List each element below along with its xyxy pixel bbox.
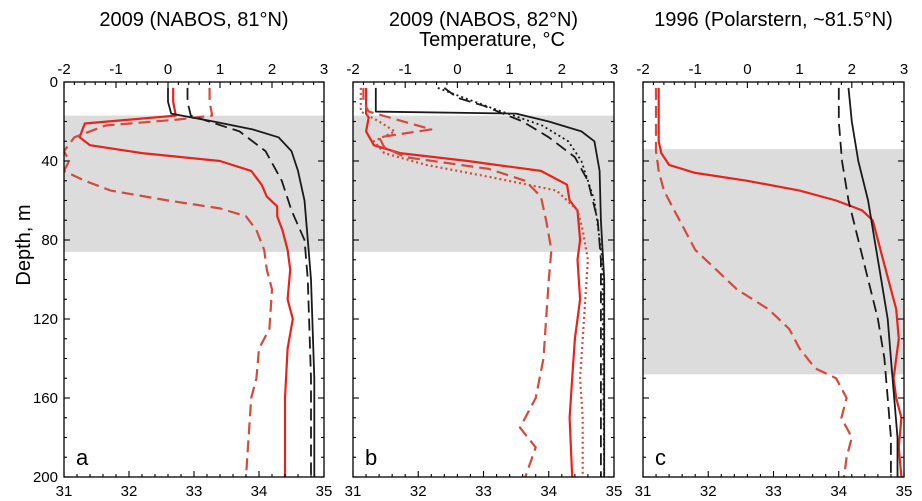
salinity-tick-label: 33 [475, 483, 492, 500]
temperature-tick-label: 2 [268, 61, 276, 78]
salinity-tick-label: 32 [410, 483, 427, 500]
salinity-tick-label: 35 [316, 483, 333, 500]
temperature-dashed-profile-a-1 [64, 87, 274, 477]
shaded-layer [353, 115, 614, 252]
salinity-solid-profile-a-2 [167, 87, 316, 477]
temperature-tick-label: 0 [164, 61, 172, 78]
curves [64, 87, 316, 477]
salinity-tick-label: 34 [251, 483, 268, 500]
shaded-layer [643, 149, 904, 375]
depth-tick-label: 120 [33, 311, 58, 328]
depth-tick-label: 200 [33, 469, 58, 486]
panel-title-b: 2009 (NABOS, 82°N) [389, 9, 578, 31]
temperature-tick-label: 2 [558, 61, 566, 78]
temperature-solid-profile-c-0 [657, 87, 903, 477]
temperature-tick-label: -2 [636, 61, 649, 78]
panel-title-c: 1996 (Polarstern, ~81.5°N) [654, 9, 893, 31]
temperature-tick-label: 3 [900, 61, 908, 78]
salinity-tick-label: 31 [345, 483, 362, 500]
top-axis-label: Temperature, °C [419, 29, 565, 51]
curves [654, 87, 903, 477]
panel-letter-b: b [365, 445, 377, 470]
temperature-solid-profile-a-0 [78, 87, 294, 477]
salinity-tick-label: 33 [765, 483, 782, 500]
salinity-tick-label: 35 [896, 483, 913, 500]
temperature-dashed-profile-c-1 [654, 87, 853, 477]
salinity-tick-label: 33 [186, 483, 203, 500]
temperature-tick-label: 1 [795, 61, 803, 78]
temperature-solid-profile-b-0 [365, 87, 582, 477]
salinity-tick-label: 31 [635, 483, 652, 500]
temperature-tick-label: -1 [399, 61, 412, 78]
salinity-tick-label: 32 [700, 483, 717, 500]
depth-tick-label: 40 [41, 153, 58, 170]
curves [359, 87, 606, 477]
panel-c: -2 -1 0 1 2 3 31 32 33 34 35 1996 (Polarstern, ~81.… [635, 9, 913, 500]
temperature-tick-label: -2 [57, 61, 70, 78]
temperature-tick-label: 2 [848, 61, 856, 78]
temperature-tick-label: 3 [610, 61, 618, 78]
depth-tick-label: 0 [50, 74, 58, 91]
temperature-tick-label: -1 [689, 61, 702, 78]
shaded-layer [64, 115, 324, 252]
panel-letter-a: a [76, 445, 89, 470]
salinity-tick-label: 34 [830, 483, 847, 500]
temperature-tick-label: -1 [109, 61, 122, 78]
panel-b: -2 -1 0 1 2 3 31 32 33 34 35 2009 (NABOS, 82°N) b [345, 9, 623, 500]
salinity-solid-profile-c-2 [847, 87, 899, 477]
salinity-dashed-profile-a-3 [186, 87, 312, 477]
salinity-tick-label: 32 [121, 483, 138, 500]
panel-letter-c: c [655, 445, 666, 470]
temperature-tick-label: 3 [320, 61, 328, 78]
temperature-dotted-profile-b-2 [359, 87, 590, 477]
salinity-tick-label: 35 [606, 483, 623, 500]
temperature-tick-label: 0 [453, 61, 461, 78]
panel-a: -2 -1 0 1 2 3 31 32 33 34 35 2009 (NABOS, 81°N) a [56, 9, 333, 500]
salinity-tick-label: 34 [540, 483, 557, 500]
panel-title-a: 2009 (NABOS, 81°N) [99, 9, 288, 31]
salinity-dotted-profile-b-5 [437, 87, 606, 477]
temperature-dashed-profile-b-1 [362, 87, 553, 477]
temperature-tick-label: 1 [216, 61, 224, 78]
depth-tick-label: 160 [33, 390, 58, 407]
temperature-tick-label: 0 [743, 61, 751, 78]
salinity-dashed-profile-c-3 [837, 87, 892, 477]
temperature-tick-label: 1 [505, 61, 513, 78]
depth-tick-label: 80 [41, 232, 58, 249]
salinity-solid-profile-b-3 [374, 87, 606, 477]
temperature-tick-label: -2 [346, 61, 359, 78]
y-axis-label: Depth, m [13, 204, 35, 285]
salinity-tick-label: 31 [56, 483, 73, 500]
